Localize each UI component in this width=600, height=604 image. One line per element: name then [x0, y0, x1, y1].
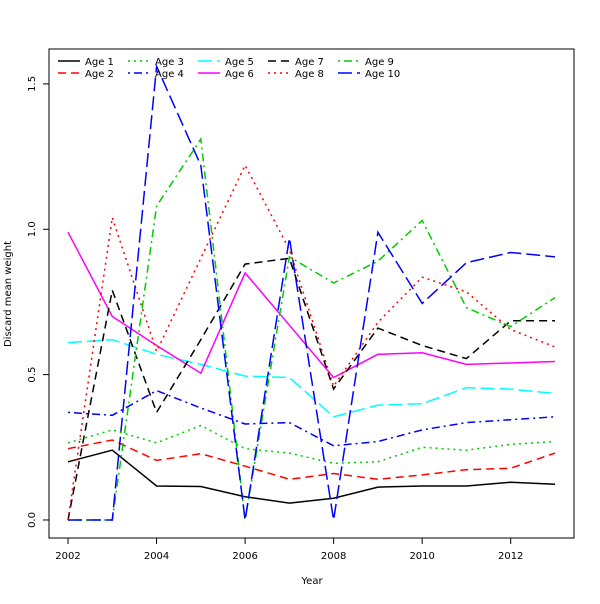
- legend-label: Age 9: [365, 57, 394, 68]
- series-line-age-3: [67, 424, 556, 465]
- series-line-age-7: [67, 257, 555, 521]
- y-tick-label: 1.0: [27, 221, 38, 237]
- legend-label: Age 8: [295, 69, 324, 80]
- x-tick-label: 2006: [232, 551, 257, 562]
- plot-frame: [48, 48, 575, 539]
- y-tick-label: 0.0: [27, 512, 38, 528]
- legend-label: Age 1: [85, 57, 114, 68]
- series-line-age-5: [67, 338, 556, 418]
- y-axis-label: Discard mean weight: [3, 241, 14, 347]
- series-line-age-1: [67, 449, 556, 504]
- legend-label: Age 3: [155, 57, 184, 68]
- legend-label: Age 4: [155, 69, 184, 80]
- legend-label: Age 5: [225, 57, 254, 68]
- legend-label: Age 10: [365, 69, 400, 80]
- series-line-age-4: [67, 389, 556, 447]
- legend-label: Age 2: [85, 69, 114, 80]
- x-axis-label: Year: [300, 576, 323, 587]
- y-tick-label: 1.5: [27, 76, 38, 92]
- legend-label: Age 6: [225, 69, 254, 80]
- x-tick-label: 2010: [409, 551, 434, 562]
- series-line-age-10: [68, 63, 556, 521]
- x-tick-label: 2004: [144, 551, 169, 562]
- y-axis: 0.0 0.5 1.0 1.5: [27, 76, 50, 528]
- x-tick-label: 2012: [498, 551, 523, 562]
- x-tick-label: 2002: [55, 551, 80, 562]
- legend-label: Age 7: [295, 57, 324, 68]
- series-line-age-6: [67, 231, 556, 379]
- x-tick-label: 2008: [321, 551, 346, 562]
- series-line-age-9: [68, 136, 556, 521]
- y-tick-label: 0.5: [27, 367, 38, 383]
- x-axis: 2002 2004 2006 2008 2010 2012: [55, 537, 523, 562]
- series-lines: [67, 63, 556, 521]
- series-line-age-2: [67, 439, 556, 481]
